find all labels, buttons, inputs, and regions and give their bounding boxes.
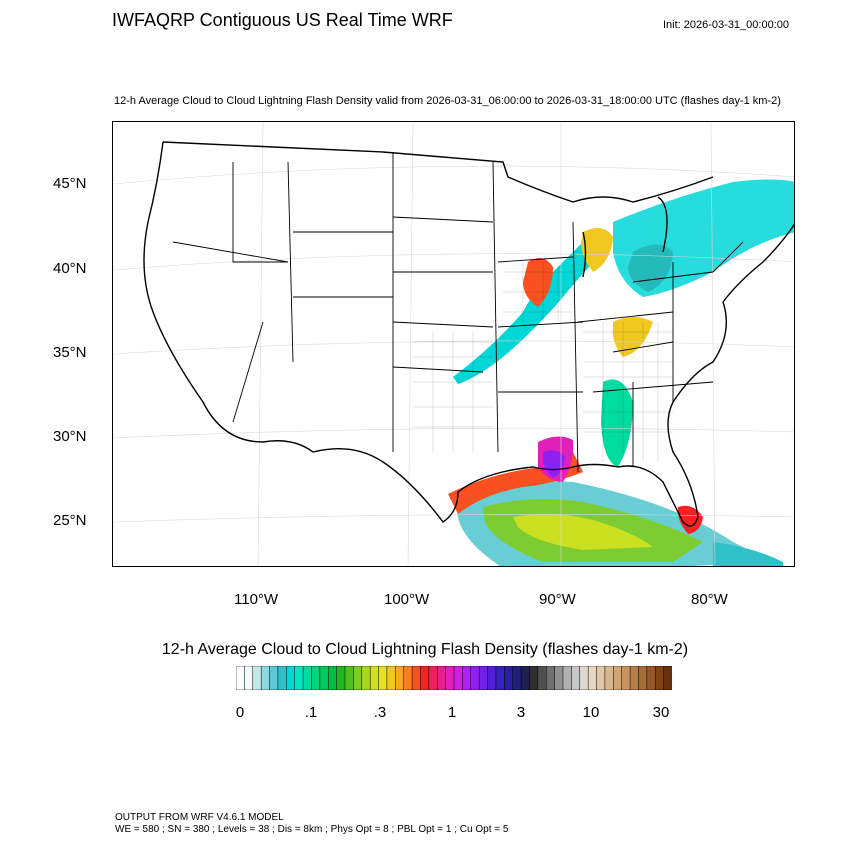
colorbar-swatch xyxy=(562,666,572,690)
colorbar-swatch xyxy=(378,666,388,690)
colorbar-label: 0 xyxy=(235,704,245,721)
colorbar-swatch xyxy=(537,666,547,690)
lon-label-80w: 80°W xyxy=(691,591,728,608)
map-subtitle: 12-h Average Cloud to Cloud Lightning Fl… xyxy=(114,95,781,107)
colorbar-label: 10 xyxy=(582,704,600,721)
colorbar-swatch xyxy=(344,666,354,690)
colorbar-swatch xyxy=(462,666,472,690)
colorbar-swatch xyxy=(319,666,329,690)
colorbar-swatch xyxy=(495,666,505,690)
colorbar-swatch xyxy=(260,666,270,690)
colorbar-swatch xyxy=(470,666,480,690)
model-settings: WE = 580 ; SN = 380 ; Levels = 38 ; Dis … xyxy=(115,824,509,835)
colorbar-swatch xyxy=(571,666,581,690)
page-title: IWFAQRP Contiguous US Real Time WRF xyxy=(112,10,453,30)
colorbar-swatch xyxy=(411,666,421,690)
colorbar xyxy=(236,666,672,690)
colorbar-swatch xyxy=(504,666,514,690)
midwest-band xyxy=(453,232,613,384)
lat-label-45n: 45°N xyxy=(53,175,87,192)
colorbar-swatch xyxy=(512,666,522,690)
colorbar-swatch xyxy=(445,666,455,690)
colorbar-swatch xyxy=(294,666,304,690)
colorbar-swatch xyxy=(311,666,321,690)
colorbar-swatch xyxy=(587,666,597,690)
colorbar-swatch xyxy=(604,666,614,690)
county-lines xyxy=(413,262,673,462)
colorbar-swatch xyxy=(436,666,447,690)
colorbar-swatch xyxy=(579,666,589,690)
colorbar-swatch xyxy=(554,666,564,690)
us-outline xyxy=(143,141,794,527)
michigan-shading xyxy=(581,228,613,272)
colorbar-swatch xyxy=(369,666,379,690)
forecast-map xyxy=(112,121,795,567)
colorbar-swatch xyxy=(286,666,296,690)
colorbar-swatch xyxy=(353,666,363,690)
colorbar-swatch xyxy=(269,666,279,690)
map-canvas xyxy=(113,122,794,566)
appalachian-shading xyxy=(612,317,653,357)
colorbar-swatch xyxy=(361,666,371,690)
colorbar-swatch xyxy=(545,666,556,690)
colorbar-swatch xyxy=(420,666,430,690)
atlantic-shading xyxy=(713,542,783,566)
colorbar-swatch xyxy=(646,666,656,690)
colorbar-swatch xyxy=(252,666,262,690)
init-time: Init: 2026-03-31_00:00:00 xyxy=(663,19,789,31)
colorbar-swatch xyxy=(327,666,338,690)
colorbar-label: .1 xyxy=(304,704,318,721)
lat-label-40n: 40°N xyxy=(53,260,87,277)
graticule xyxy=(113,122,794,566)
lat-label-30n: 30°N xyxy=(53,428,87,445)
lon-label-90w: 90°W xyxy=(539,591,576,608)
colorbar-label: 1 xyxy=(447,704,457,721)
colorbar-swatch xyxy=(654,666,665,690)
colorbar-swatch xyxy=(302,666,312,690)
colorbar-swatch xyxy=(638,666,648,690)
colorbar-swatch xyxy=(386,666,396,690)
louisiana-core xyxy=(543,450,565,478)
colorbar-swatch xyxy=(428,666,438,690)
colorbar-swatch xyxy=(336,666,346,690)
lon-label-100w: 100°W xyxy=(384,591,430,608)
southeast-shading xyxy=(601,379,633,467)
colorbar-swatch xyxy=(453,666,463,690)
lat-label-35n: 35°N xyxy=(53,344,87,361)
lightning-shading xyxy=(448,179,794,566)
colorbar-swatch xyxy=(596,666,606,690)
colorbar-swatch xyxy=(487,666,497,690)
colorbar-swatch xyxy=(244,666,254,690)
colorbar-swatch xyxy=(403,666,413,690)
model-info: OUTPUT FROM WRF V4.6.1 MODEL xyxy=(115,812,284,823)
lat-label-25n: 25°N xyxy=(53,512,87,529)
colorbar-swatch xyxy=(395,666,405,690)
colorbar-label: 30 xyxy=(652,704,670,721)
colorbar-swatch xyxy=(529,666,539,690)
colorbar-swatch xyxy=(621,666,631,690)
colorbar-swatch xyxy=(277,666,287,690)
gulf-shading-core xyxy=(513,514,653,550)
northeast-band xyxy=(613,179,794,297)
colorbar-label: 3 xyxy=(516,704,526,721)
colorbar-swatch xyxy=(613,666,623,690)
colorbar-label: .3 xyxy=(373,704,387,721)
colorbar-swatch xyxy=(629,666,639,690)
state-lines xyxy=(172,152,744,473)
colorbar-swatch xyxy=(520,666,530,690)
colorbar-swatch xyxy=(236,666,245,690)
lon-label-110w: 110°W xyxy=(234,591,279,608)
colorbar-swatch xyxy=(478,666,488,690)
illinois-shading xyxy=(523,258,553,307)
colorbar-title: 12-h Average Cloud to Cloud Lightning Fl… xyxy=(161,641,689,658)
colorbar-swatch xyxy=(663,666,672,690)
